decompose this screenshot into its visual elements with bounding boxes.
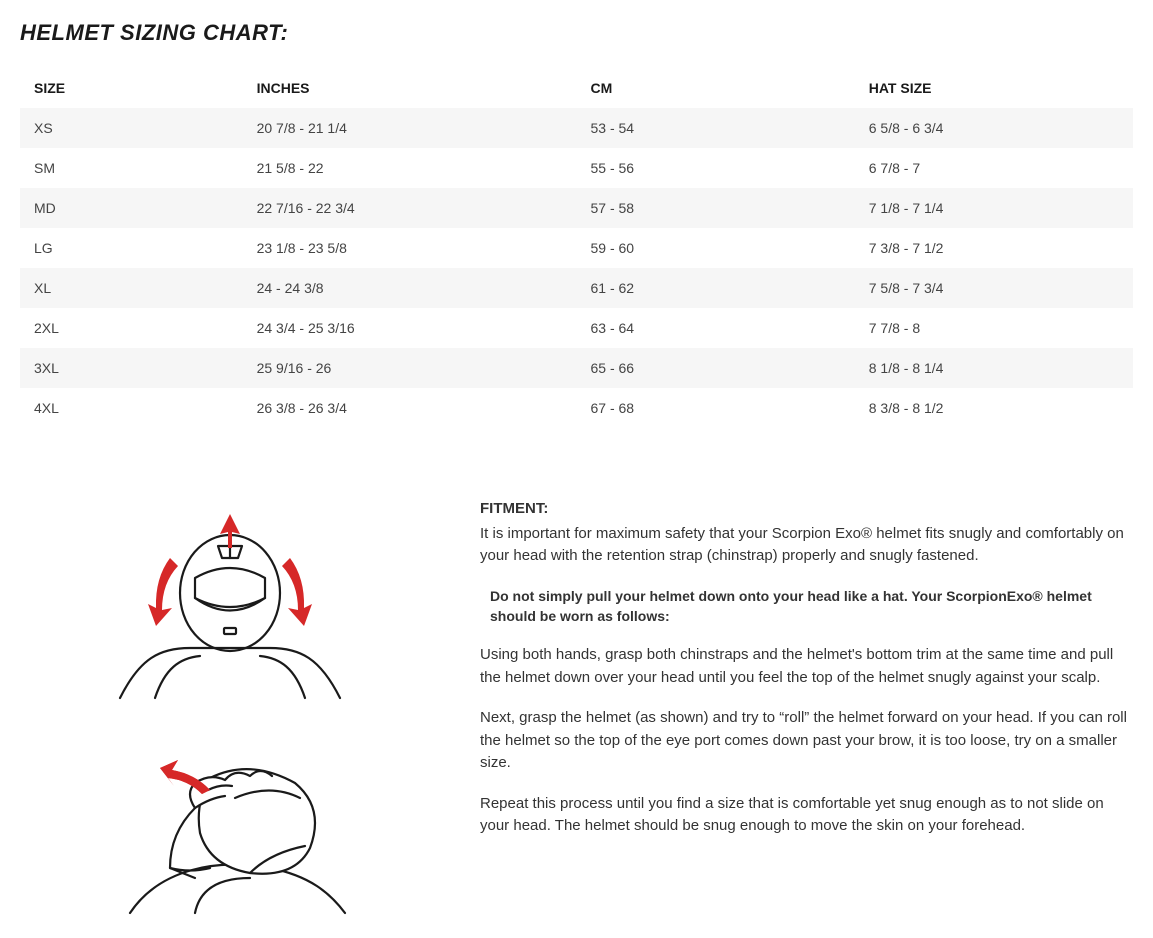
table-cell: 63 - 64: [576, 308, 854, 348]
table-cell: 24 3/4 - 25 3/16: [243, 308, 577, 348]
table-cell: 6 5/8 - 6 3/4: [855, 108, 1133, 148]
col-inches: INCHES: [243, 68, 577, 108]
table-row: LG23 1/8 - 23 5/859 - 607 3/8 - 7 1/2: [20, 228, 1133, 268]
table-cell: 25 9/16 - 26: [243, 348, 577, 388]
fitment-text: FITMENT: It is important for maximum saf…: [480, 498, 1133, 918]
table-cell: 7 5/8 - 7 3/4: [855, 268, 1133, 308]
table-row: 3XL25 9/16 - 2665 - 668 1/8 - 8 1/4: [20, 348, 1133, 388]
table-cell: 7 7/8 - 8: [855, 308, 1133, 348]
fitment-intro: It is important for maximum safety that …: [480, 523, 1133, 568]
fitment-label: FITMENT:: [480, 498, 1133, 521]
fitment-callout: Do not simply pull your helmet down onto…: [490, 586, 1133, 627]
fitment-step-3: Repeat this process until you find a siz…: [480, 793, 1133, 838]
table-cell: 67 - 68: [576, 388, 854, 428]
table-cell: 59 - 60: [576, 228, 854, 268]
table-header-row: SIZE INCHES CM HAT SIZE: [20, 68, 1133, 108]
table-cell: 21 5/8 - 22: [243, 148, 577, 188]
table-cell: SM: [20, 148, 243, 188]
col-size: SIZE: [20, 68, 243, 108]
table-cell: 7 1/8 - 7 1/4: [855, 188, 1133, 228]
table-cell: 6 7/8 - 7: [855, 148, 1133, 188]
helmet-front-illustration: [100, 508, 360, 708]
table-row: XS20 7/8 - 21 1/453 - 546 5/8 - 6 3/4: [20, 108, 1133, 148]
table-cell: 7 3/8 - 7 1/2: [855, 228, 1133, 268]
table-cell: XS: [20, 108, 243, 148]
page-title: HELMET SIZING CHART:: [20, 20, 1133, 46]
table-cell: LG: [20, 228, 243, 268]
table-cell: 23 1/8 - 23 5/8: [243, 228, 577, 268]
table-cell: 24 - 24 3/8: [243, 268, 577, 308]
table-cell: 3XL: [20, 348, 243, 388]
table-cell: 61 - 62: [576, 268, 854, 308]
sizing-table: SIZE INCHES CM HAT SIZE XS20 7/8 - 21 1/…: [20, 68, 1133, 428]
table-cell: XL: [20, 268, 243, 308]
table-cell: 20 7/8 - 21 1/4: [243, 108, 577, 148]
table-cell: 8 1/8 - 8 1/4: [855, 348, 1133, 388]
table-cell: 57 - 58: [576, 188, 854, 228]
col-hatsize: HAT SIZE: [855, 68, 1133, 108]
table-cell: 65 - 66: [576, 348, 854, 388]
table-row: 4XL26 3/8 - 26 3/467 - 688 3/8 - 8 1/2: [20, 388, 1133, 428]
fitment-step-1: Using both hands, grasp both chinstraps …: [480, 644, 1133, 689]
table-cell: 4XL: [20, 388, 243, 428]
table-cell: MD: [20, 188, 243, 228]
table-cell: 26 3/8 - 26 3/4: [243, 388, 577, 428]
table-row: XL24 - 24 3/861 - 627 5/8 - 7 3/4: [20, 268, 1133, 308]
col-cm: CM: [576, 68, 854, 108]
table-cell: 55 - 56: [576, 148, 854, 188]
table-cell: 2XL: [20, 308, 243, 348]
table-cell: 53 - 54: [576, 108, 854, 148]
table-row: SM21 5/8 - 2255 - 566 7/8 - 7: [20, 148, 1133, 188]
table-row: 2XL24 3/4 - 25 3/1663 - 647 7/8 - 8: [20, 308, 1133, 348]
helmet-roll-illustration: [100, 738, 360, 918]
fitment-section: FITMENT: It is important for maximum saf…: [20, 488, 1133, 918]
fitment-step-2: Next, grasp the helmet (as shown) and tr…: [480, 707, 1133, 775]
table-cell: 22 7/16 - 22 3/4: [243, 188, 577, 228]
illustration-column: [20, 498, 440, 918]
table-cell: 8 3/8 - 8 1/2: [855, 388, 1133, 428]
table-row: MD22 7/16 - 22 3/457 - 587 1/8 - 7 1/4: [20, 188, 1133, 228]
